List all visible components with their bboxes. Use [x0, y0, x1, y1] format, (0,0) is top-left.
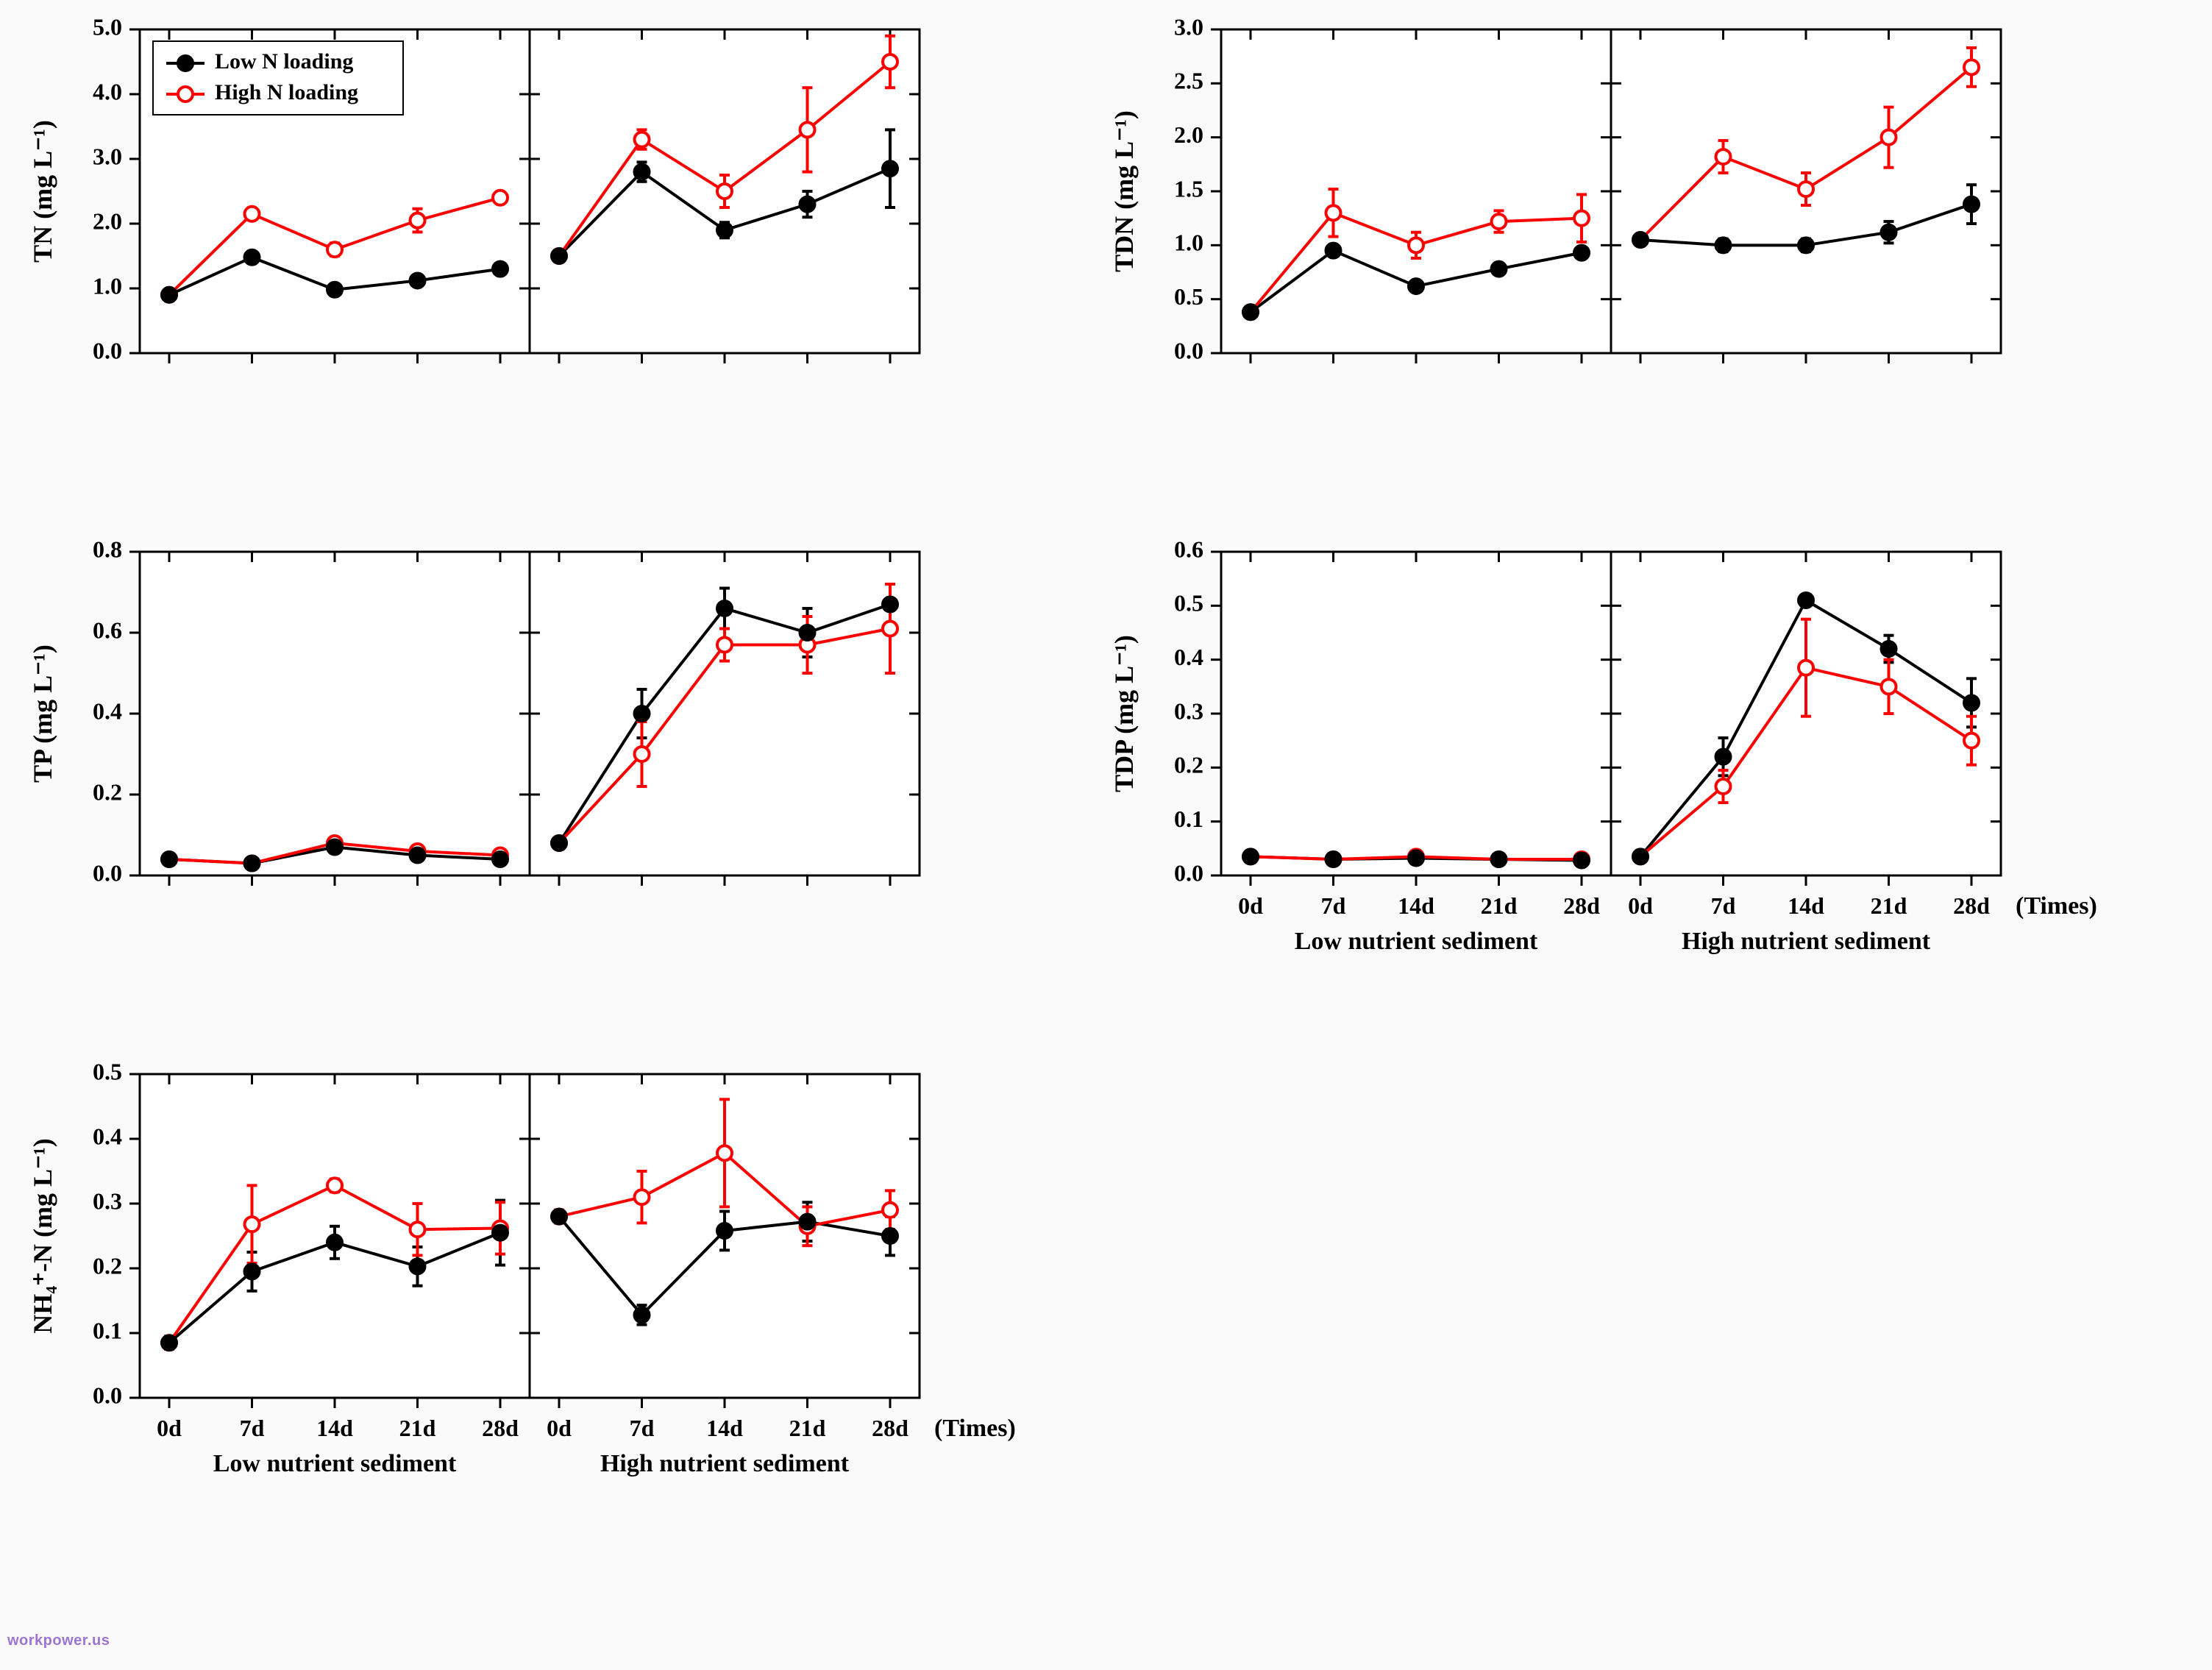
svg-text:0.3: 0.3 [1174, 697, 1203, 724]
svg-text:0.6: 0.6 [1174, 536, 1203, 562]
svg-text:21d: 21d [1871, 892, 1907, 919]
svg-text:21d: 21d [399, 1415, 436, 1441]
svg-text:Low nutrient sediment: Low nutrient sediment [213, 1450, 457, 1477]
svg-text:7d: 7d [1711, 892, 1736, 919]
svg-text:0.1: 0.1 [93, 1317, 122, 1343]
svg-text:7d: 7d [1321, 892, 1346, 919]
svg-text:14d: 14d [316, 1415, 353, 1441]
svg-text:2.0: 2.0 [1174, 121, 1203, 148]
svg-text:28d: 28d [1563, 892, 1600, 919]
svg-text:28d: 28d [872, 1415, 908, 1441]
svg-text:0.2: 0.2 [93, 778, 122, 805]
svg-text:Low N loading: Low N loading [215, 49, 353, 74]
svg-text:TP (mg L⁻¹): TP (mg L⁻¹) [28, 644, 57, 783]
svg-text:0.4: 0.4 [1174, 644, 1203, 670]
svg-text:0.2: 0.2 [93, 1252, 122, 1279]
svg-text:TDN (mg L⁻¹): TDN (mg L⁻¹) [1109, 110, 1139, 272]
svg-text:1.0: 1.0 [1174, 230, 1203, 256]
svg-text:0.3: 0.3 [93, 1187, 122, 1214]
svg-text:0d: 0d [157, 1415, 182, 1441]
svg-text:(Times): (Times) [2016, 892, 2097, 920]
svg-text:0.0: 0.0 [1174, 337, 1203, 363]
svg-text:14d: 14d [706, 1415, 743, 1441]
svg-text:0.4: 0.4 [93, 697, 122, 724]
svg-text:4.0: 4.0 [93, 78, 122, 104]
svg-text:28d: 28d [1953, 892, 1990, 919]
svg-text:2.5: 2.5 [1174, 68, 1203, 94]
svg-text:21d: 21d [1481, 892, 1518, 919]
svg-text:0.1: 0.1 [1174, 806, 1203, 832]
svg-text:0.5: 0.5 [93, 1058, 122, 1084]
svg-text:0.5: 0.5 [1174, 590, 1203, 617]
svg-text:TN (mg L⁻¹): TN (mg L⁻¹) [28, 120, 57, 263]
svg-text:28d: 28d [482, 1415, 519, 1441]
svg-text:0.0: 0.0 [1174, 859, 1203, 886]
svg-text:0.6: 0.6 [93, 617, 122, 643]
svg-text:High N loading: High N loading [215, 80, 358, 104]
svg-text:0d: 0d [1628, 892, 1653, 919]
svg-text:0.0: 0.0 [93, 1382, 122, 1408]
svg-text:TDP (mg L⁻¹): TDP (mg L⁻¹) [1109, 635, 1139, 792]
svg-text:Low nutrient sediment: Low nutrient sediment [1295, 928, 1538, 955]
svg-text:3.0: 3.0 [1174, 13, 1203, 40]
svg-text:0.4: 0.4 [93, 1123, 122, 1149]
svg-text:3.0: 3.0 [93, 143, 122, 169]
chart-svg: 0.0 1.0 2.0 3.0 4.0 5.0 TN (mg L⁻¹) Low N loadi… [0, 0, 2212, 1670]
svg-text:High nutrient sediment: High nutrient sediment [600, 1450, 850, 1477]
svg-text:High nutrient sediment: High nutrient sediment [1682, 928, 1931, 955]
svg-text:1.0: 1.0 [93, 272, 122, 299]
svg-text:14d: 14d [1788, 892, 1824, 919]
svg-text:0.0: 0.0 [93, 859, 122, 886]
svg-text:(Times): (Times) [934, 1415, 1016, 1442]
svg-text:2.0: 2.0 [93, 207, 122, 234]
svg-text:0.5: 0.5 [1174, 283, 1203, 310]
svg-text:0.8: 0.8 [93, 536, 122, 562]
svg-text:0.0: 0.0 [93, 337, 122, 363]
svg-text:21d: 21d [789, 1415, 826, 1441]
svg-text:14d: 14d [1398, 892, 1434, 919]
svg-text:5.0: 5.0 [93, 13, 122, 40]
svg-text:0d: 0d [1238, 892, 1263, 919]
svg-text:1.5: 1.5 [1174, 175, 1203, 202]
svg-text:7d: 7d [240, 1415, 265, 1441]
svg-text:0.2: 0.2 [1174, 752, 1203, 778]
figure-root: 0.0 1.0 2.0 3.0 4.0 5.0 TN (mg L⁻¹) Low N loadi… [0, 0, 2212, 1670]
svg-text:NH₄⁺-N (mg L⁻¹): NH₄⁺-N (mg L⁻¹) [28, 1138, 57, 1334]
svg-text:0d: 0d [547, 1415, 572, 1441]
watermark-text: workpower.us [7, 1632, 110, 1649]
svg-text:7d: 7d [630, 1415, 655, 1441]
